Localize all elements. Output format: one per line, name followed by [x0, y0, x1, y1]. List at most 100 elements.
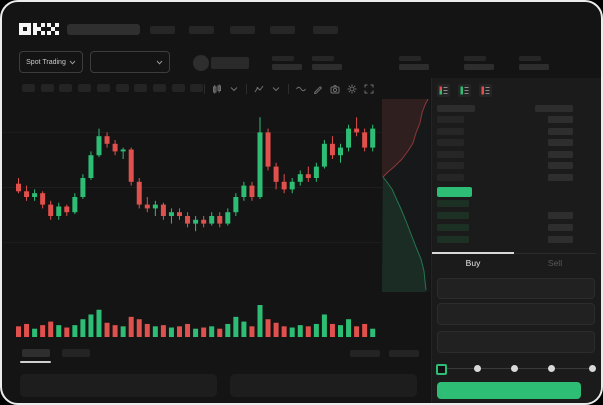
bid-size-placeholder[interactable] [548, 236, 573, 243]
settings-icon[interactable] [347, 84, 357, 94]
slider-stop[interactable] [548, 365, 555, 372]
bid-price-placeholder[interactable] [437, 236, 469, 243]
volume-bar [16, 326, 21, 337]
ask-price-placeholder[interactable] [437, 139, 464, 147]
indicator-icon[interactable] [254, 84, 264, 94]
camera-icon[interactable] [330, 84, 340, 94]
orders-row-placeholder [230, 374, 417, 397]
timeframe-button[interactable] [96, 84, 110, 92]
price-chart[interactable] [2, 99, 383, 347]
logo-letter [33, 23, 45, 35]
timeframe-button[interactable] [152, 84, 166, 92]
volume-bar [209, 326, 215, 337]
bottom-action-placeholder[interactable] [350, 350, 380, 357]
timeframe-button[interactable] [115, 84, 129, 92]
nav-item-placeholder[interactable] [189, 26, 214, 34]
bid-price-placeholder[interactable] [437, 224, 469, 231]
book-combined-icon[interactable] [437, 84, 450, 97]
bid-price-placeholder[interactable] [437, 200, 469, 207]
line-tool-icon[interactable] [296, 84, 306, 94]
volume-bar [201, 327, 207, 337]
ask-size-placeholder[interactable] [548, 174, 573, 181]
volume-bar [362, 323, 368, 337]
ask-price-placeholder[interactable] [437, 150, 464, 158]
ask-size-placeholder[interactable] [548, 139, 573, 147]
market-type-dropdown[interactable]: Spot Trading [19, 51, 83, 73]
volume-bar [370, 328, 376, 337]
book-bids-icon[interactable] [458, 84, 471, 97]
bottom-tab-active[interactable] [22, 349, 50, 357]
volume-bar [144, 323, 150, 337]
timeframe-button[interactable] [190, 84, 204, 92]
candle-body [144, 204, 150, 209]
bottom-action-placeholder[interactable] [389, 350, 419, 357]
volume-bar [120, 326, 126, 337]
timeframe-button[interactable] [134, 84, 148, 92]
ask-size-placeholder[interactable] [548, 162, 573, 170]
candle-body [249, 185, 255, 197]
ask-size-placeholder[interactable] [548, 127, 573, 135]
candle-style-icon[interactable] [212, 84, 222, 94]
volume-bar [249, 326, 255, 337]
bottom-tab-inactive[interactable] [62, 349, 90, 357]
price-input[interactable] [437, 278, 595, 299]
volume-bar [321, 314, 327, 337]
timeframe-button[interactable] [40, 84, 54, 92]
tab-sell[interactable]: Sell [547, 258, 563, 268]
volume-bar [64, 327, 70, 337]
slider-stop[interactable] [474, 365, 481, 372]
ask-price-placeholder[interactable] [437, 174, 464, 181]
candle-body [354, 128, 360, 133]
chevron-down-icon[interactable] [271, 84, 281, 94]
amount-input[interactable] [437, 303, 595, 325]
nav-item-placeholder[interactable] [270, 26, 295, 34]
nav-item-placeholder[interactable] [313, 26, 338, 34]
candle-body [313, 166, 319, 178]
ask-size-placeholder[interactable] [548, 116, 573, 123]
candle-body [152, 204, 158, 209]
nav-item-placeholder[interactable] [150, 26, 175, 34]
draw-icon[interactable] [313, 84, 323, 94]
tab-buy[interactable]: Buy [432, 252, 514, 272]
timeframe-button[interactable] [78, 84, 92, 92]
bid-size-placeholder[interactable] [548, 212, 573, 219]
ask-price-placeholder[interactable] [437, 116, 464, 123]
volume-bar [185, 323, 191, 337]
chart-tools [204, 82, 374, 95]
depth-chart [382, 98, 430, 292]
candle-body [257, 132, 263, 197]
bid-price-placeholder[interactable] [437, 212, 469, 219]
buy-submit-button[interactable] [437, 382, 581, 399]
candle-body [362, 132, 368, 148]
volume-bar [136, 319, 142, 337]
timeframe-button[interactable] [59, 84, 73, 92]
ask-size-placeholder[interactable] [548, 150, 573, 158]
okx-logo [19, 23, 59, 35]
nav-item-placeholder[interactable] [230, 26, 255, 34]
timeframe-button[interactable] [171, 84, 185, 92]
slider-stop[interactable] [589, 365, 596, 372]
candle-body [72, 197, 78, 213]
stat-label-placeholder [312, 56, 334, 61]
depth-line [382, 176, 427, 291]
total-input[interactable] [437, 331, 595, 353]
book-asks-icon[interactable] [479, 84, 492, 97]
logo-letter [19, 23, 31, 35]
slider-stop[interactable] [511, 365, 518, 372]
volume-bar [193, 328, 199, 337]
candle-body [88, 155, 94, 178]
ask-price-placeholder[interactable] [437, 162, 464, 170]
candle-body [329, 143, 335, 156]
chevron-down-icon[interactable] [229, 84, 239, 94]
slider-handle[interactable] [436, 364, 447, 375]
bid-size-placeholder[interactable] [548, 224, 573, 231]
timeframe-button[interactable] [22, 84, 35, 92]
orderbook-col-header [437, 105, 475, 112]
ask-price-placeholder[interactable] [437, 127, 464, 135]
fullscreen-icon[interactable] [364, 84, 374, 94]
stat-label-placeholder [519, 56, 541, 61]
stat-value-placeholder [312, 64, 342, 70]
toolbar-divider [288, 83, 289, 94]
pair-dropdown[interactable] [90, 51, 170, 73]
search-input[interactable] [67, 24, 140, 35]
